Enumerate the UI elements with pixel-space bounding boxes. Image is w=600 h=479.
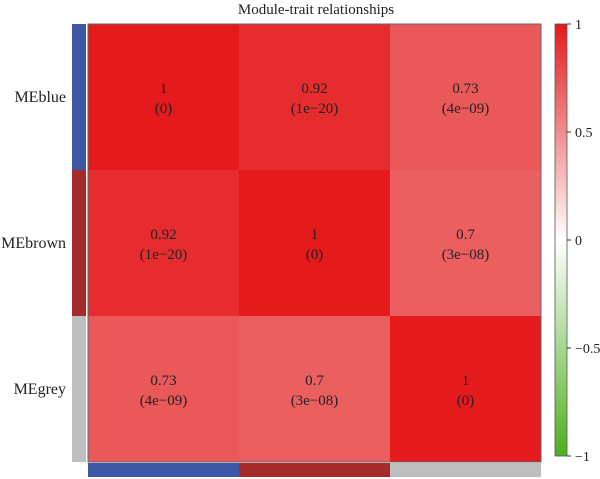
row-label: MEbrown <box>1 235 66 252</box>
cell-pvalue-label: (3e−08) <box>442 247 490 263</box>
colorbar-tick-label: −0.5 <box>575 342 600 357</box>
cell-value-label: 0.73 <box>150 373 176 389</box>
column-color-bars <box>88 463 541 477</box>
row-label: MEgrey <box>14 381 66 398</box>
cell-value-label: 1 <box>462 373 470 389</box>
colorbar: 1 0.5 0 −0.5 −1 <box>554 18 600 465</box>
colorbar-tick-label: 1 <box>575 18 582 33</box>
column-color-bar <box>390 463 541 477</box>
row-labels: MEblue MEbrown MEgrey <box>1 89 66 398</box>
colorbar-tick-label: 0 <box>575 234 582 249</box>
heatmap-cell <box>390 170 541 316</box>
row-color-bars <box>72 24 86 462</box>
cell-pvalue-label: (1e−20) <box>140 247 188 263</box>
cell-pvalue-label: (0) <box>457 393 475 409</box>
colorbar-tick-label: 0.5 <box>575 126 593 141</box>
cell-pvalue-label: (3e−08) <box>291 393 339 409</box>
cell-pvalue-label: (4e−09) <box>140 393 188 409</box>
row-color-bar <box>72 170 86 316</box>
heatmap-cell <box>239 170 390 316</box>
column-color-bar <box>239 463 390 477</box>
heatmap-cell <box>390 316 541 462</box>
cell-value-label: 1 <box>160 81 168 97</box>
row-color-bar <box>72 24 86 170</box>
cell-value-label: 0.7 <box>305 373 324 389</box>
heatmap-frame <box>87 23 542 463</box>
cell-value-label: 0.92 <box>150 227 176 243</box>
column-color-bar <box>88 463 239 477</box>
heatmap-cells: 1 (0) 0.92 (1e−20) 0.73 (4e−09) 0.92 (1e−20) 1 (0… <box>87 23 542 463</box>
cell-pvalue-label: (0) <box>306 247 324 263</box>
cell-pvalue-label: (4e−09) <box>442 101 490 117</box>
heatmap-cell <box>88 170 239 316</box>
cell-value-label: 0.73 <box>452 81 478 97</box>
chart-title: Module-trait relationships <box>238 2 394 18</box>
heatmap-cell <box>239 24 390 170</box>
heatmap-cell <box>88 316 239 462</box>
heatmap-cell <box>88 24 239 170</box>
cell-pvalue-label: (1e−20) <box>291 101 339 117</box>
colorbar-gradient <box>554 23 568 457</box>
cell-value-label: 0.7 <box>456 227 475 243</box>
cell-value-label: 0.92 <box>301 81 327 97</box>
cell-value-label: 1 <box>311 227 319 243</box>
cell-pvalue-label: (0) <box>155 101 173 117</box>
row-label: MEblue <box>14 89 66 106</box>
colorbar-tick-label: −1 <box>575 450 590 465</box>
row-color-bar <box>72 316 86 462</box>
heatmap-cell <box>390 24 541 170</box>
heatmap-cell <box>239 316 390 462</box>
